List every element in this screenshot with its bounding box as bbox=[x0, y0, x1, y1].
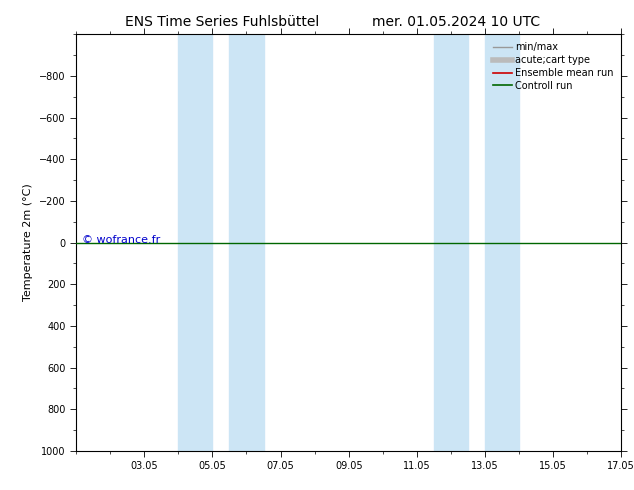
Text: mer. 01.05.2024 10 UTC: mer. 01.05.2024 10 UTC bbox=[372, 15, 541, 29]
Text: © wofrance.fr: © wofrance.fr bbox=[82, 236, 160, 245]
Text: ENS Time Series Fuhlsbüttel: ENS Time Series Fuhlsbüttel bbox=[125, 15, 319, 29]
Bar bbox=[434, 34, 468, 451]
Bar bbox=[230, 34, 264, 451]
Bar bbox=[485, 34, 519, 451]
Bar bbox=[178, 34, 212, 451]
Y-axis label: Temperature 2m (°C): Temperature 2m (°C) bbox=[23, 184, 34, 301]
Legend: min/max, acute;cart type, Ensemble mean run, Controll run: min/max, acute;cart type, Ensemble mean … bbox=[489, 39, 616, 94]
